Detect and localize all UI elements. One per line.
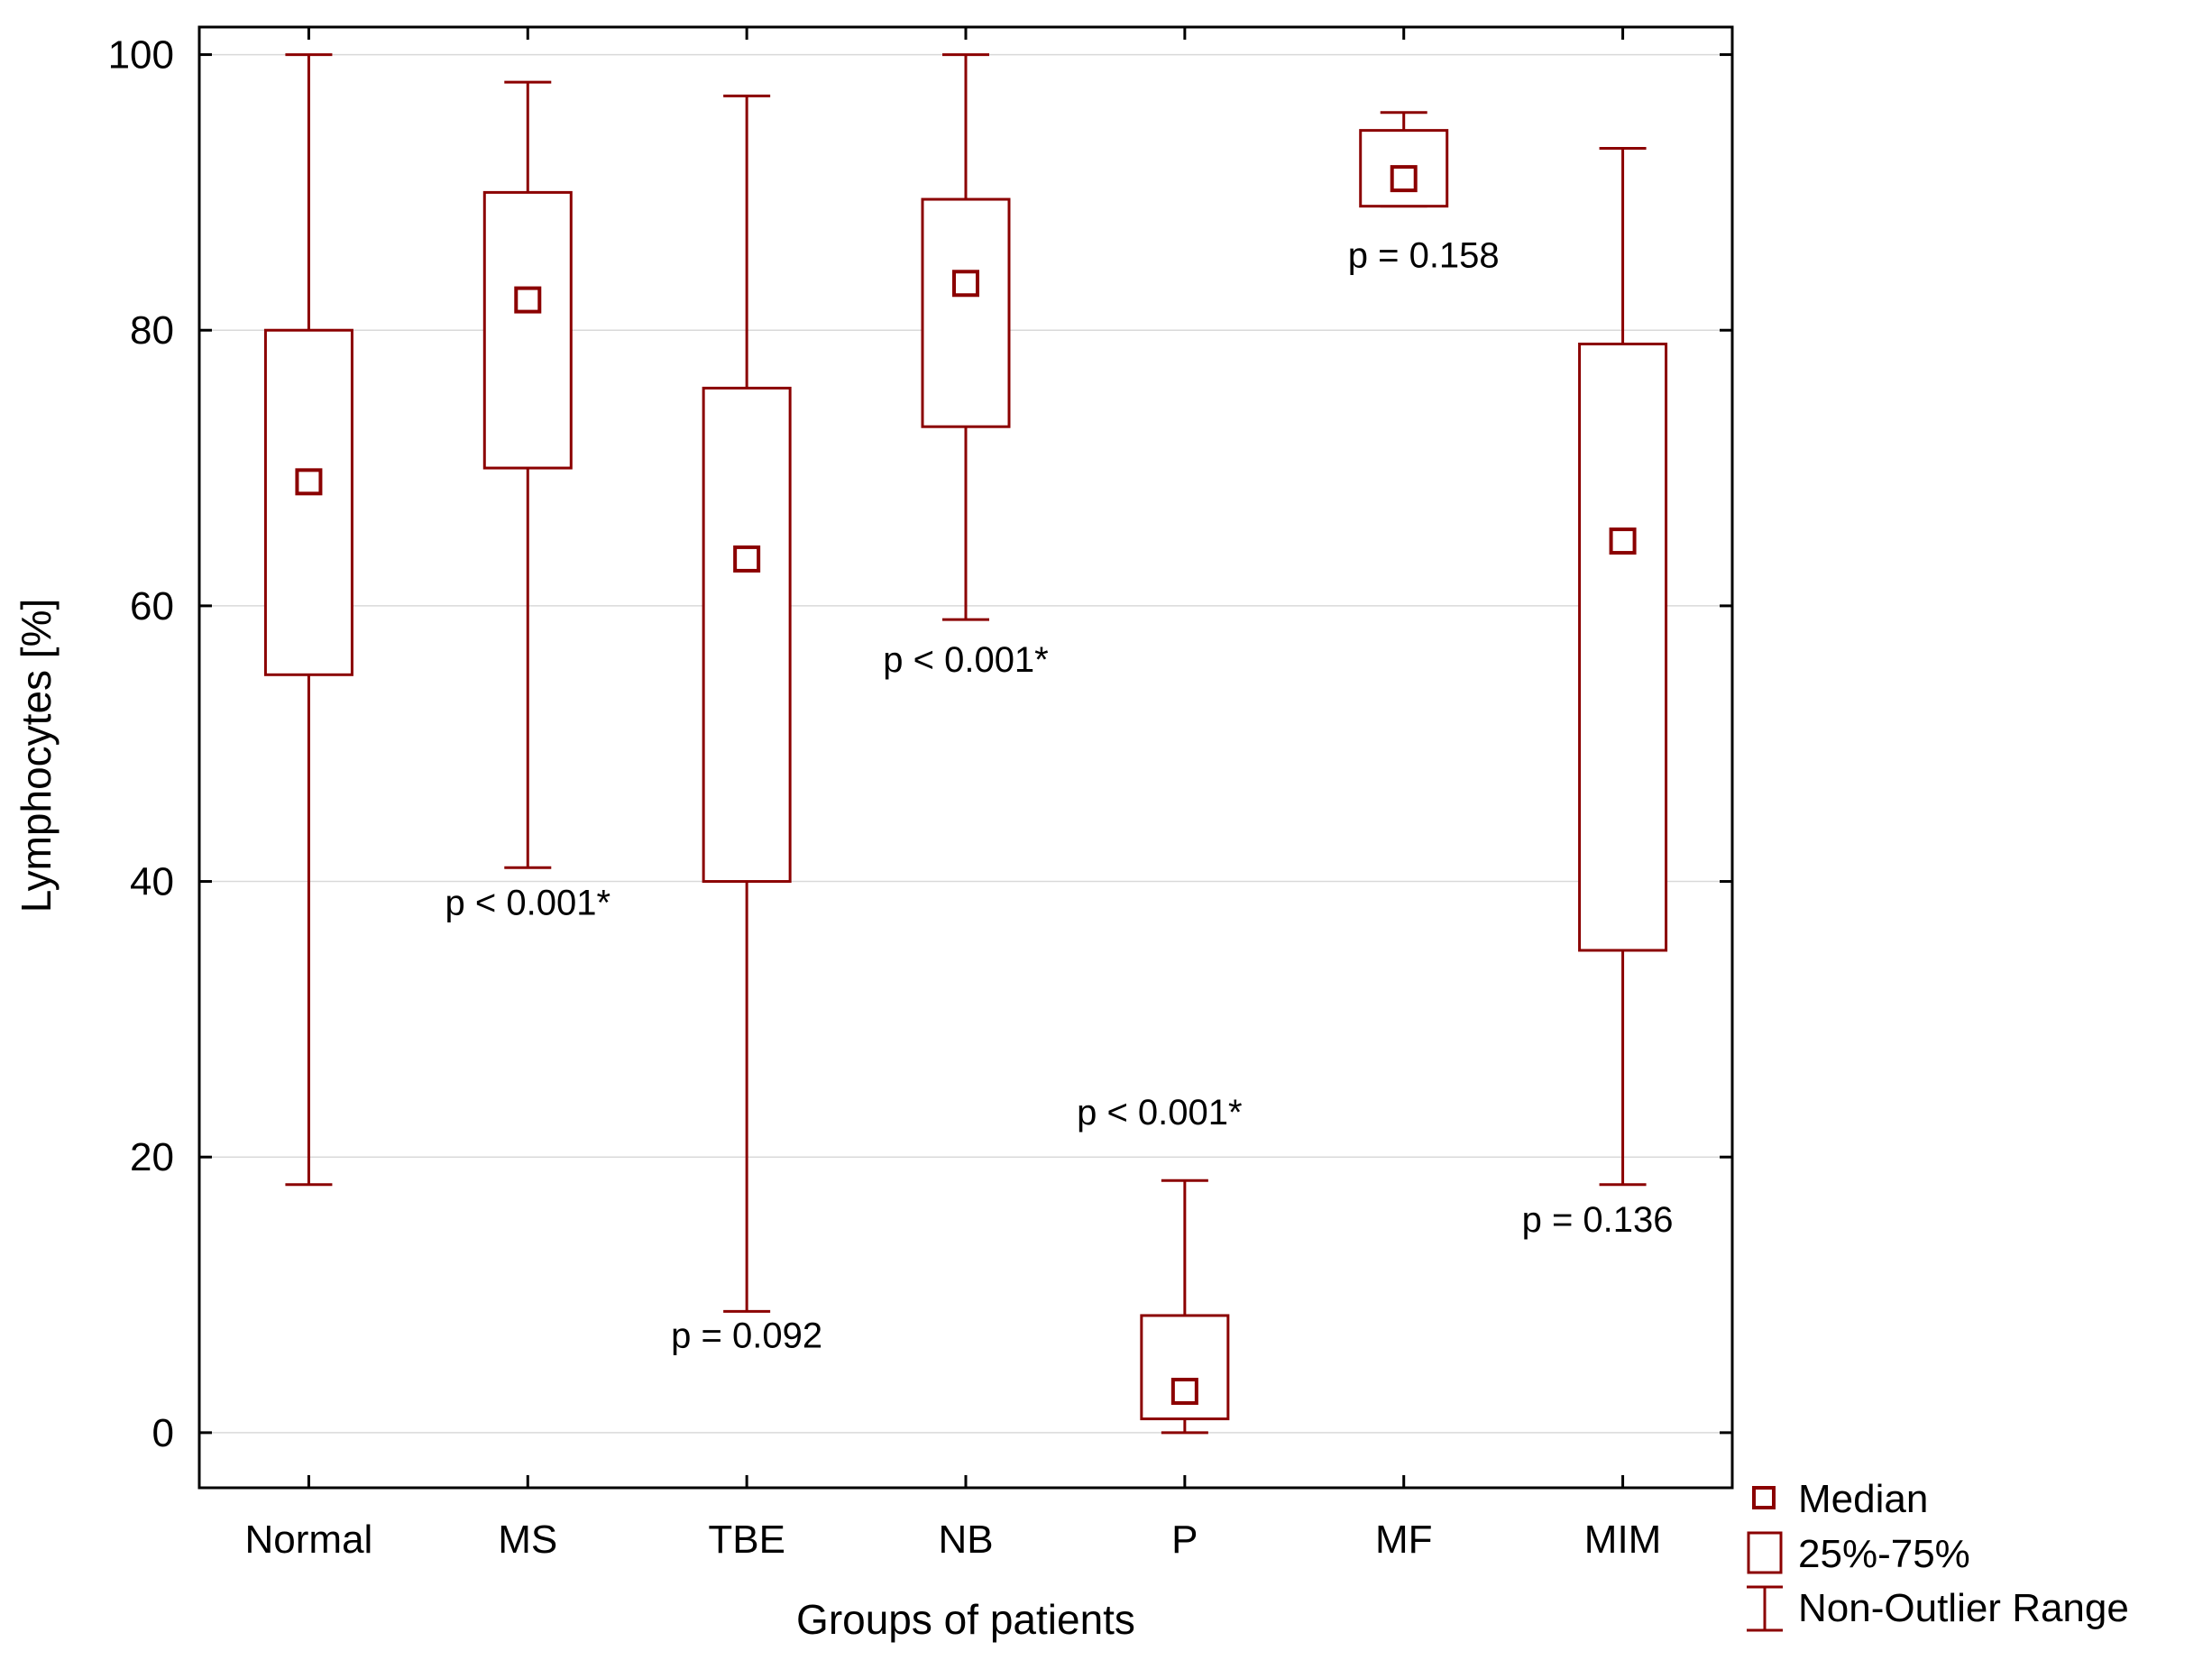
p-value-label-MIM: p = 0.136 <box>1522 1200 1674 1240</box>
p-value-label-NB: p < 0.001* <box>883 640 1049 680</box>
median-marker <box>1609 527 1637 555</box>
median-marker <box>952 270 979 298</box>
p-value-label-MF: p = 0.158 <box>1348 236 1500 276</box>
x-axis: Normal MS TBE NB P MF MIM <box>245 27 1662 1562</box>
x-tick-label: MIM <box>1584 1518 1662 1562</box>
median-marker <box>514 286 542 314</box>
x-tick-label: NB <box>938 1518 993 1562</box>
iqr-box <box>263 328 353 676</box>
box-MS <box>482 80 573 869</box>
box-series <box>263 53 1668 1435</box>
p-value-label-TBE: p = 0.092 <box>671 1316 822 1355</box>
y-tick-label: 40 <box>130 860 174 904</box>
y-tick-label: 0 <box>152 1411 174 1455</box>
legend-iqr-label: 25%-75% <box>1798 1532 1970 1576</box>
box-TBE <box>702 94 792 1313</box>
legend: Median 25%-75% Non-Outlier Range <box>1747 1477 2129 1632</box>
legend-range-marker <box>1747 1585 1783 1632</box>
y-tick-label: 20 <box>130 1135 174 1179</box>
x-tick-label: P <box>1171 1518 1198 1562</box>
y-axis: 0 20 40 60 80 100 <box>108 33 1732 1455</box>
y-tick-label: 80 <box>130 308 174 353</box>
x-tick-label: TBE <box>708 1518 785 1562</box>
iqr-box <box>921 197 1011 428</box>
x-tick-label: Normal <box>245 1518 373 1562</box>
median-marker <box>733 545 761 573</box>
y-tick-label: 60 <box>130 584 174 628</box>
box-MF <box>1359 111 1449 208</box>
box-P <box>1140 1179 1230 1435</box>
legend-median-marker <box>1752 1486 1776 1509</box>
x-axis-title: Groups of patients <box>796 1596 1135 1643</box>
median-marker <box>1390 165 1418 193</box>
p-value-label-P: p < 0.001* <box>1077 1093 1243 1133</box>
p-value-annotations: p < 0.001* p = 0.092 p < 0.001* p < 0.001* p… <box>445 236 1674 1356</box>
iqr-box <box>482 190 573 470</box>
box-MIM <box>1578 146 1668 1187</box>
p-value-label-MS: p < 0.001* <box>445 883 611 922</box>
box-NB <box>921 53 1011 621</box>
iqr-box <box>1140 1314 1230 1421</box>
box-Normal <box>263 53 353 1187</box>
x-tick-label: MF <box>1375 1518 1433 1562</box>
legend-range-label: Non-Outlier Range <box>1798 1586 2129 1630</box>
y-tick-label: 100 <box>108 33 174 78</box>
legend-iqr-marker <box>1747 1531 1783 1574</box>
legend-median-label: Median <box>1798 1477 1928 1521</box>
x-tick-label: MS <box>498 1518 557 1562</box>
median-marker <box>295 468 323 496</box>
y-axis-title: Lymphocytes [%] <box>13 599 60 913</box>
median-marker <box>1170 1378 1198 1406</box>
iqr-box <box>1578 343 1668 952</box>
iqr-box <box>702 386 792 884</box>
